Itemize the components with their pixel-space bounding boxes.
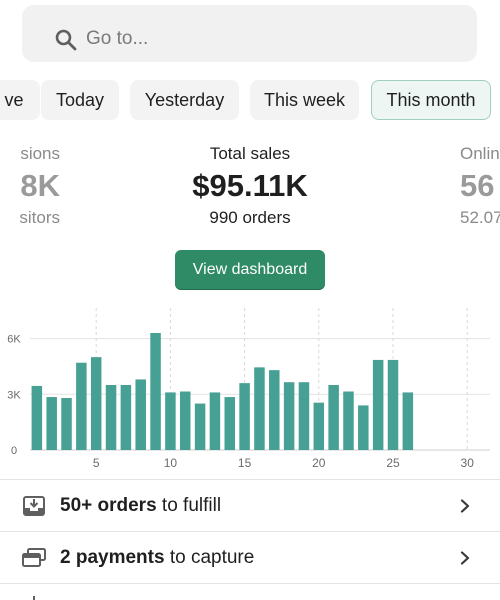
task-icon <box>33 596 35 600</box>
sales-bar-chart: 0 3K 6K 5 10 15 20 25 30 <box>0 300 500 475</box>
chart-bar <box>179 391 191 450</box>
chart-bar <box>150 333 161 450</box>
period-pill-lifetime[interactable]: ve <box>0 80 40 120</box>
chevron-right-icon <box>460 550 470 565</box>
task-text-bold: 2 payments <box>60 546 165 568</box>
metric-label: sions <box>20 144 60 163</box>
metric-label: Total sales <box>209 144 291 163</box>
chart-bar <box>224 397 236 450</box>
chart-bar <box>76 362 87 450</box>
metric-value: $95.11K <box>192 168 308 203</box>
chart-bar <box>343 391 354 450</box>
task-text-bold: 50+ orders <box>60 494 157 516</box>
y-tick-label: 6K <box>7 334 21 346</box>
chart-bar <box>328 385 339 450</box>
chart-bar <box>209 392 221 450</box>
period-pill-label: This month <box>386 89 476 110</box>
x-tick-label: 20 <box>312 456 326 470</box>
chart-bar <box>120 385 132 450</box>
chart-bar <box>358 405 369 450</box>
chart-bar <box>46 397 57 450</box>
x-tick-label: 15 <box>238 456 252 470</box>
chart-bar <box>313 402 325 450</box>
chart-bar <box>194 403 206 450</box>
period-pill-label: Today <box>55 89 105 110</box>
metric-total-sales[interactable]: Total sales $95.11K 990 orders <box>150 144 350 228</box>
metric-value: 56 <box>460 168 495 203</box>
period-selector: ve Today Yesterday This week This month <box>0 80 500 122</box>
search-icon <box>55 29 77 51</box>
chart-bar <box>105 385 117 450</box>
metric-sub: 990 orders <box>209 208 291 227</box>
period-pill-today[interactable]: Today <box>41 80 119 120</box>
y-tick-label: 3K <box>7 389 21 401</box>
metric-sessions[interactable]: sions 8K sitors <box>0 144 60 228</box>
period-pill-this-week[interactable]: This week <box>250 80 359 120</box>
search-bar[interactable] <box>22 5 477 62</box>
chart-bar <box>135 379 146 450</box>
download-tray-icon <box>23 495 45 516</box>
view-dashboard-button[interactable]: View dashboard <box>175 250 325 289</box>
chart-bar <box>31 385 43 450</box>
period-pill-label: This week <box>263 89 346 110</box>
chart-bar <box>387 359 399 450</box>
metric-sub: sitors <box>19 208 60 227</box>
task-text-rest: to fulfill <box>156 494 222 516</box>
chart-bar <box>283 382 295 450</box>
y-tick-label: 0 <box>11 445 17 457</box>
task-payments-to-capture[interactable]: 2 payments to capture <box>0 531 500 583</box>
chart-bar <box>402 392 414 450</box>
period-pill-yesterday[interactable]: Yesterday <box>130 80 239 120</box>
chart-bar <box>90 357 102 450</box>
x-tick-label: 25 <box>386 456 400 470</box>
chart-bar <box>61 398 72 450</box>
metric-label: Onlin <box>460 144 500 163</box>
metric-value: 8K <box>20 168 60 203</box>
chart-bar <box>372 359 384 450</box>
x-tick-label: 30 <box>461 456 475 470</box>
task-orders-to-fulfill[interactable]: 50+ orders to fulfill <box>0 479 500 531</box>
task-text: 2 payments to capture <box>60 547 254 569</box>
task-text: 50+ orders to fulfill <box>60 495 221 517</box>
chart-bar <box>165 392 176 450</box>
task-next-item[interactable] <box>0 583 500 600</box>
chart-bar <box>298 382 310 450</box>
task-text-rest: to capture <box>164 546 255 568</box>
metric-sub: 52.07 <box>460 208 500 227</box>
period-pill-this-month[interactable]: This month <box>371 80 491 120</box>
chart-bar <box>239 383 250 450</box>
chart-bar <box>254 367 265 450</box>
chevron-right-icon <box>460 498 470 513</box>
chart-svg: 0 3K 6K 5 10 15 20 25 30 <box>7 308 490 470</box>
metric-online-store[interactable]: Onlin 56 52.07 <box>460 144 500 228</box>
period-pill-label: ve <box>4 89 24 110</box>
x-tick-label: 5 <box>93 456 100 470</box>
period-pill-label: Yesterday <box>144 89 225 110</box>
x-tick-label: 10 <box>164 456 178 470</box>
chart-bar <box>269 370 280 450</box>
search-input[interactable] <box>86 19 466 59</box>
credit-cards-icon <box>22 547 46 567</box>
